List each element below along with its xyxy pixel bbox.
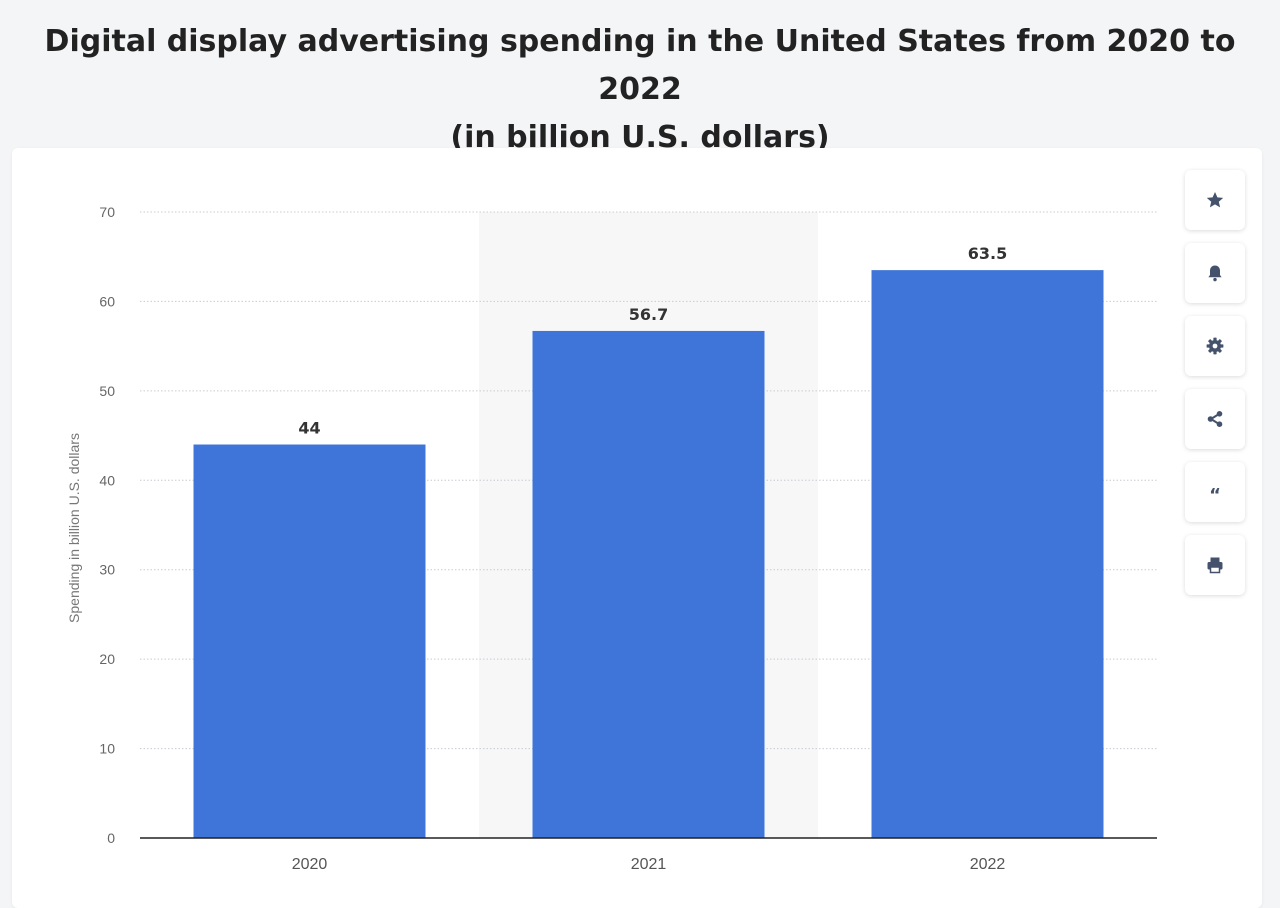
bell-icon — [1208, 265, 1222, 282]
notification-button[interactable] — [1185, 243, 1245, 303]
y-tick-label: 20 — [99, 651, 115, 667]
quote-icon: “ — [1209, 485, 1221, 502]
bar — [871, 270, 1104, 839]
bar-value-label: 63.5 — [968, 244, 1007, 263]
bar-value-label: 44 — [298, 419, 320, 438]
y-axis-label: Spending in billion U.S. dollars — [66, 433, 82, 623]
print-button[interactable] — [1185, 535, 1245, 595]
print-icon — [1207, 557, 1223, 574]
bar — [193, 444, 426, 838]
x-tick-label: 2022 — [970, 856, 1006, 873]
page-title: Digital display advertising spending in … — [0, 18, 1280, 162]
share-icon — [1207, 411, 1223, 427]
y-tick-label: 40 — [99, 472, 115, 488]
bar-value-label: 56.7 — [629, 305, 668, 324]
svg-text:“: “ — [1209, 485, 1221, 502]
y-tick-label: 60 — [99, 293, 115, 309]
star-icon — [1206, 192, 1224, 208]
y-tick-label: 70 — [99, 204, 115, 220]
x-tick-label: 2020 — [292, 856, 328, 873]
share-button[interactable] — [1185, 389, 1245, 449]
y-tick-label: 0 — [107, 830, 115, 846]
favorite-button[interactable] — [1185, 170, 1245, 230]
gear-icon — [1206, 337, 1224, 355]
cite-button[interactable]: “ — [1185, 462, 1245, 522]
x-tick-label: 2021 — [631, 856, 667, 873]
bar — [532, 330, 765, 838]
page-title-line-1: Digital display advertising spending in … — [44, 24, 1236, 107]
y-tick-label: 30 — [99, 562, 115, 578]
y-tick-label: 50 — [99, 383, 115, 399]
y-tick-label: 10 — [99, 741, 115, 757]
bar-chart: 0 10 20 30 40 50 60 70 Spending in billion U.S. … — [66, 204, 1157, 873]
settings-button[interactable] — [1185, 316, 1245, 376]
